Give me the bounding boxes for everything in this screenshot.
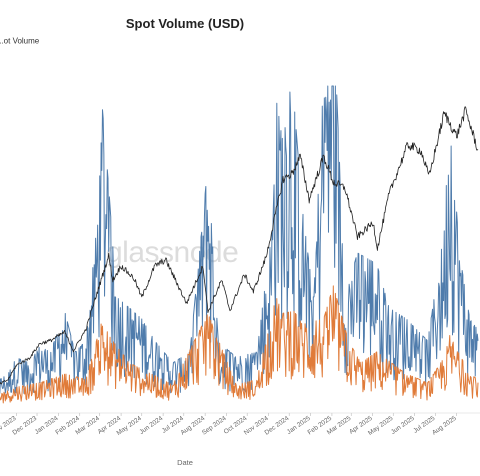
- x-tick-label: Aug 2025: [431, 415, 458, 437]
- spot-volume-orange-line: [0, 285, 479, 404]
- x-axis-label: Date: [177, 458, 193, 467]
- x-tick-label: Jun 2024: [138, 415, 164, 436]
- legend-entry-label: ...ot Volume: [0, 37, 40, 46]
- price-line: [0, 106, 479, 385]
- series-layer: [0, 85, 479, 404]
- x-tick-label: Jun 2025: [390, 415, 416, 436]
- legend: ...ot Volume: [0, 37, 40, 46]
- glassnode-watermark: glassnode: [106, 236, 238, 269]
- chart-title: Spot Volume (USD): [126, 16, 244, 31]
